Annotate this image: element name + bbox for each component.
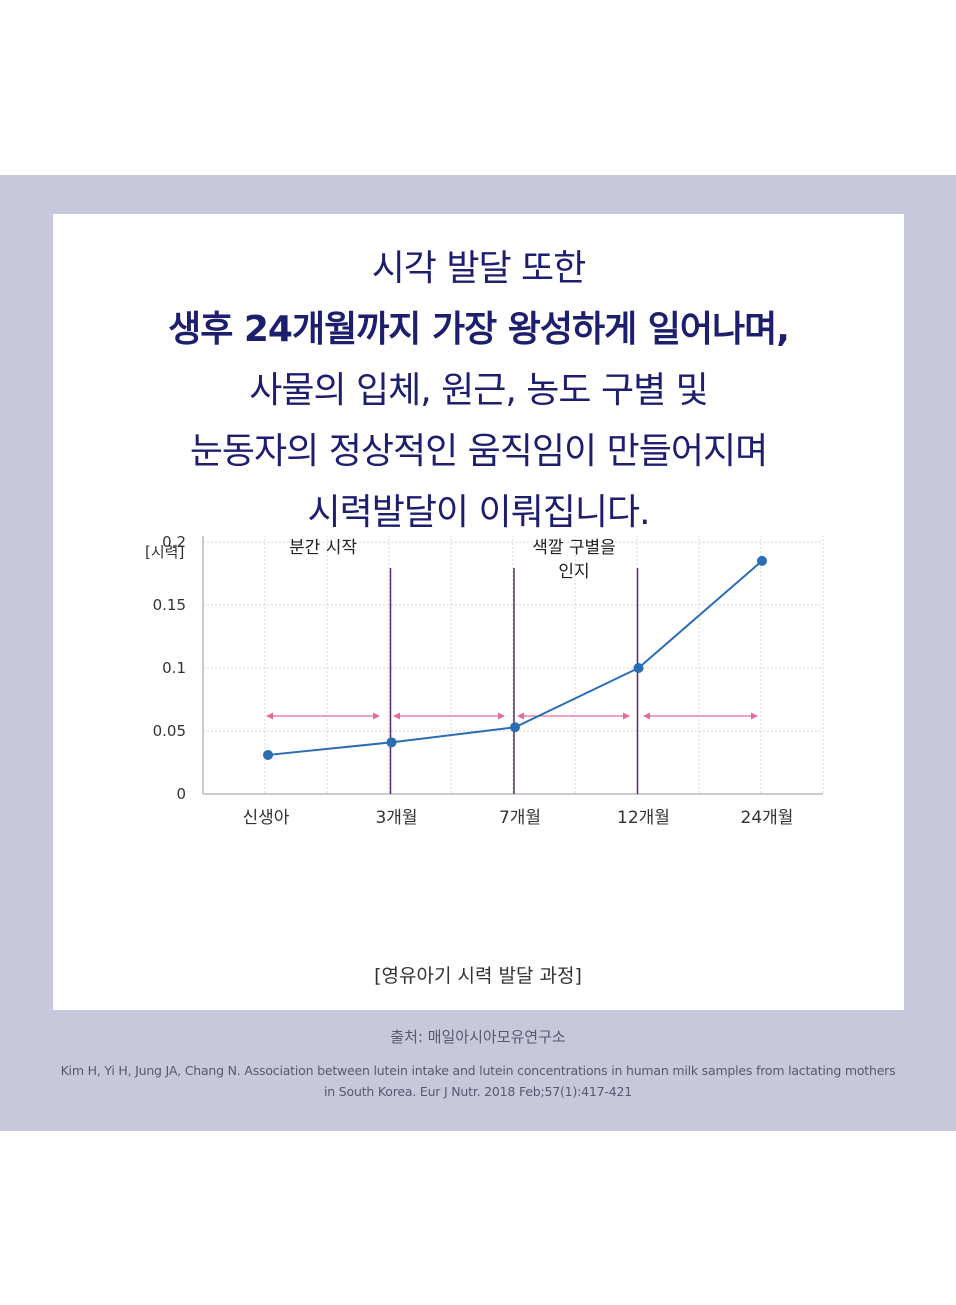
heading-line-4: 눈동자의 정상적인 움직임이 만들어지며 [189, 431, 768, 472]
y-axis-label: [시력] [145, 543, 184, 561]
stage-arrow-head [373, 712, 380, 720]
note-label: 색깔 구별을 [532, 538, 616, 558]
stage-arrow-head [498, 712, 505, 720]
x-tick-label: 12개월 [617, 808, 670, 828]
heading-line-2: 생후 24개월까지 가장 왕성하게 일어나며, [168, 309, 790, 350]
data-point [757, 555, 767, 566]
note-label: 인지 [558, 562, 589, 582]
chart-caption: [영유아기 시력 발달 과정] [374, 965, 582, 987]
citation-line-1: Kim H, Yi H, Jung JA, Chang N. Associati… [60, 1063, 896, 1078]
stage-arrow-head [751, 712, 758, 720]
data-point [633, 663, 644, 673]
content-card: 시각 발달 또한 생후 24개월까지 가장 왕성하게 일어나며, 사물의 입체,… [53, 214, 904, 1010]
citation-line-2: in South Korea. Eur J Nutr. 2018 Feb;57(… [324, 1084, 632, 1099]
data-point [263, 749, 273, 760]
note-label: 분간 시작 [289, 538, 357, 558]
stage-arrow-head [266, 712, 273, 720]
data-point [386, 737, 397, 748]
stage-arrow-head [643, 712, 650, 720]
data-point [510, 722, 520, 733]
heading-line-5: 시력발달이 이뤄집니다. [307, 492, 650, 533]
heading-line-1: 시각 발달 또한 [371, 248, 587, 289]
y-tick-label: 0 [176, 785, 186, 803]
stage-arrow-head [393, 712, 400, 720]
source-citation: Kim H, Yi H, Jung JA, Chang N. Associati… [0, 1060, 956, 1102]
x-tick-label: 24개월 [741, 808, 794, 828]
y-tick-label: 0.2 [162, 536, 186, 551]
x-tick-label: 7개월 [499, 808, 541, 828]
y-tick-label: 0.15 [153, 596, 186, 614]
y-tick-label: 0.05 [153, 722, 186, 740]
source-label: 출처: 매일아시아모유연구소 [390, 1028, 566, 1046]
stage-arrow-head [623, 712, 630, 720]
heading: 시각 발달 또한 생후 24개월까지 가장 왕성하게 일어나며, 사물의 입체,… [53, 238, 904, 543]
vision-development-chart: 00.050.10.150.20.25[시력]신생아3개월7개월12개월24개월… [145, 536, 824, 987]
y-tick-label: 0.1 [162, 659, 186, 677]
x-tick-label: 신생아 [243, 808, 290, 828]
stage-arrow-head [517, 712, 524, 720]
heading-line-3: 사물의 입체, 원근, 농도 구별 및 [249, 370, 709, 411]
x-tick-label: 3개월 [375, 808, 417, 828]
